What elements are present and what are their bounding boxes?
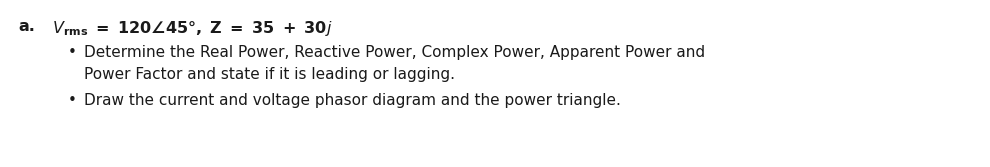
Text: Determine the Real Power, Reactive Power, Complex Power, Apparent Power and: Determine the Real Power, Reactive Power… <box>84 45 705 60</box>
Text: $\mathbf{\it{V}}_{\mathbf{rms}}$$\mathbf{\ =\ 120\angle45°,\ Z\ =\ 35\ +\ 30\it{: $\mathbf{\it{V}}_{\mathbf{rms}}$$\mathbf… <box>52 19 333 38</box>
Text: Power Factor and state if it is leading or lagging.: Power Factor and state if it is leading … <box>84 67 455 82</box>
Text: Draw the current and voltage phasor diagram and the power triangle.: Draw the current and voltage phasor diag… <box>84 93 621 108</box>
Text: •: • <box>68 93 77 108</box>
Text: a.: a. <box>18 19 35 34</box>
Text: •: • <box>68 45 77 60</box>
